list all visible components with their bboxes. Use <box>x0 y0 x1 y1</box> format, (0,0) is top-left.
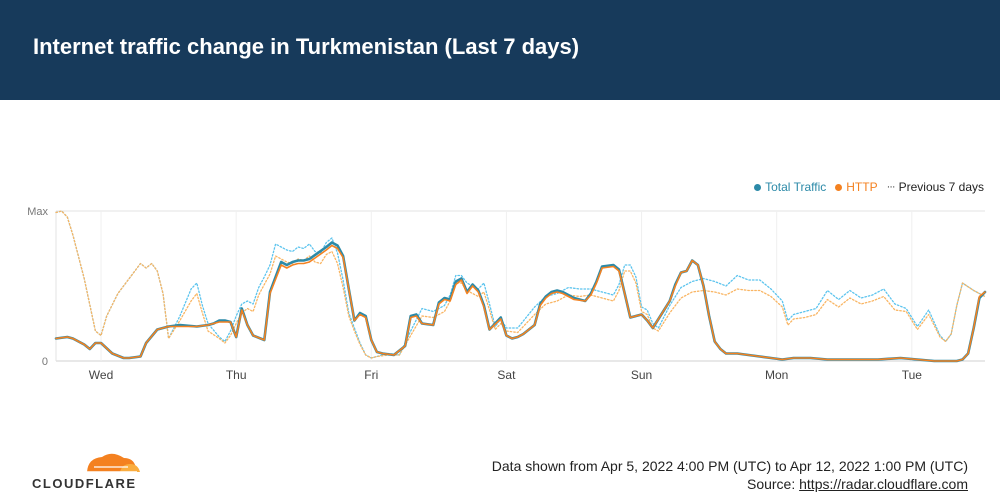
source-link[interactable]: https://radar.cloudflare.com <box>799 476 968 492</box>
y-tick-label: 0 <box>42 356 48 368</box>
legend-previous-label: Previous 7 days <box>898 180 984 194</box>
data-range-text: Data shown from Apr 5, 2022 4:00 PM (UTC… <box>491 458 968 474</box>
chart-legend: Total Traffic HTTP ··· Previous 7 days <box>754 180 984 194</box>
x-tick-label: Sat <box>497 368 516 382</box>
legend-http-label: HTTP <box>846 180 878 194</box>
chart-lines <box>54 210 987 363</box>
series-line-http <box>55 244 986 362</box>
legend-total-traffic-dot-icon <box>754 183 762 191</box>
legend-http-dot-icon <box>835 183 843 191</box>
traffic-chart: Max 0 Wed Thu Fri Sat Sun Mon Tue <box>27 206 987 382</box>
source-label: Source: <box>746 476 800 492</box>
legend-item-previous-7-days[interactable]: ··· Previous 7 days <box>887 180 984 194</box>
series-line-total-traffic-previous <box>55 210 986 359</box>
cloudflare-logo: CLOUDFLARE <box>32 450 142 491</box>
y-tick-label: Max <box>27 206 48 218</box>
x-tick-label: Thu <box>226 368 247 382</box>
legend-item-http[interactable]: HTTP <box>835 180 878 194</box>
x-tick-label: Fri <box>364 368 378 382</box>
legend-previous-dotted-icon: ··· <box>886 181 896 193</box>
chart-footer: Data shown from Apr 5, 2022 4:00 PM (UTC… <box>492 457 968 493</box>
header-bar: Internet traffic change in Turkmenistan … <box>0 0 1000 100</box>
x-tick-label: Sun <box>631 368 652 382</box>
series-line-http-previous <box>55 210 986 359</box>
y-axis: Max 0 <box>27 206 48 368</box>
x-tick-label: Wed <box>89 368 113 382</box>
page-title: Internet traffic change in Turkmenistan … <box>33 34 580 59</box>
source-line: Source: https://radar.cloudflare.com <box>492 475 968 493</box>
x-tick-label: Tue <box>902 368 923 382</box>
cloudflare-wordmark: CLOUDFLARE <box>32 476 137 491</box>
x-axis: Wed Thu Fri Sat Sun Mon Tue <box>89 368 922 382</box>
legend-total-traffic-label: Total Traffic <box>765 180 827 194</box>
x-tick-label: Mon <box>765 368 788 382</box>
chart-grid <box>55 210 985 362</box>
cloudflare-cloud-icon <box>87 453 140 473</box>
legend-item-total-traffic[interactable]: Total Traffic <box>754 180 826 194</box>
